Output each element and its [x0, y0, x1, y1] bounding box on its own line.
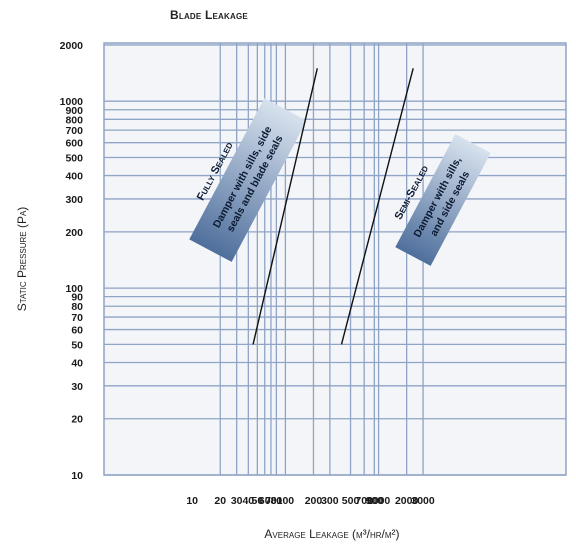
- x-tick-label: 1000: [367, 495, 391, 507]
- y-axis-title: Static Pressure (Pa): [15, 207, 29, 312]
- y-tick-label: 500: [65, 152, 83, 164]
- y-tick-label: 100: [65, 283, 83, 295]
- x-tick-label: 40: [242, 495, 254, 507]
- x-tick-label: 900: [366, 495, 384, 507]
- x-tick-label: 2000: [395, 495, 419, 507]
- x-tick-label: 200: [305, 495, 323, 507]
- x-tick-label: 30: [231, 495, 243, 507]
- y-grid: [104, 44, 566, 476]
- y-tick-label: 800: [65, 114, 83, 126]
- y-tick-label: 1000: [60, 96, 84, 108]
- x-grid: [219, 43, 424, 475]
- x-tick-label: 50: [252, 495, 264, 507]
- x-tick-label: 20: [214, 495, 226, 507]
- y-tick-label: 70: [71, 312, 83, 324]
- y-tick-label: 40: [71, 357, 83, 369]
- y-tick-label: 80: [71, 301, 83, 313]
- y-tick-label: 600: [65, 138, 83, 150]
- y-tick-label: 900: [65, 105, 83, 117]
- x-tick-label: 300: [321, 495, 339, 507]
- y-tick-label: 400: [65, 171, 83, 183]
- x-tick-label: 3000: [411, 495, 435, 507]
- x-tick-label: 100: [277, 495, 295, 507]
- y-tick-label: 300: [65, 194, 83, 206]
- y-tick-label: 2000: [60, 40, 84, 52]
- y-tick-label: 700: [65, 125, 83, 137]
- y-tick-label: 30: [71, 381, 83, 393]
- x-tick-label: 60: [259, 495, 271, 507]
- series-line: [340, 68, 414, 345]
- y-tick-label: 90: [71, 292, 83, 304]
- x-tick-label: 10: [186, 495, 198, 507]
- x-tick-label: 70: [265, 495, 277, 507]
- x-tick-label: 80: [271, 495, 283, 507]
- annotation-band-shape: [395, 134, 491, 266]
- y-tick-label: 200: [65, 227, 83, 239]
- plot-area: [103, 42, 567, 476]
- series-lines: [252, 68, 414, 345]
- x-tick-label: 700: [355, 495, 373, 507]
- chart-title: Blade Leakage: [170, 8, 248, 22]
- series-line: [252, 68, 318, 345]
- y-tick-label: 20: [71, 414, 83, 426]
- annotation-band-shape: [189, 98, 307, 262]
- x-tick-label: 500: [342, 495, 360, 507]
- x-axis-title: Average Leakage (m³/hr/m²): [264, 527, 399, 541]
- y-tick-label: 10: [71, 470, 83, 482]
- y-tick-label: 50: [71, 339, 83, 351]
- y-tick-label: 60: [71, 325, 83, 337]
